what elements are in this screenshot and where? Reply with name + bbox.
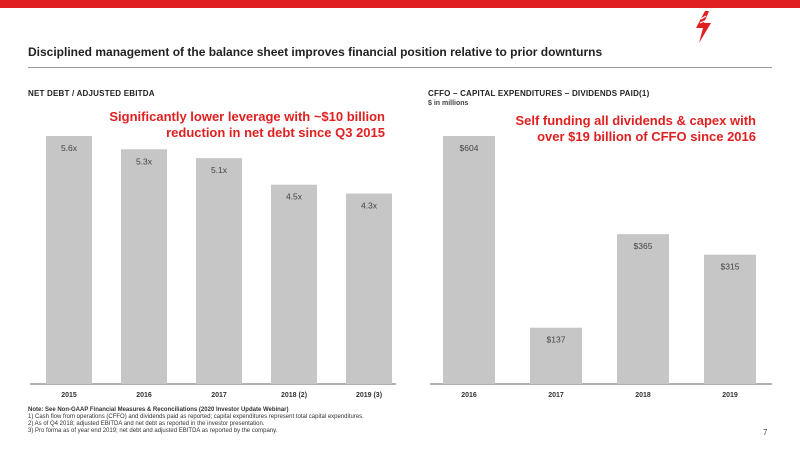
x-tick-label: 2017 [211,392,227,399]
bar-value-label: 5.1x [211,165,228,175]
footnote-lead: Note: See Non-GAAP Financial Measures & … [28,407,289,413]
page-subtitle: Disciplined management of the balance sh… [28,45,603,59]
bar-value-label: $604 [460,143,479,153]
x-tick-label: 2019 [722,392,738,399]
bar [346,193,392,384]
footnote-1: 1) Cash flow from operations (CFFO) and … [28,414,364,420]
left-callout-line-1: Significantly lower leverage with ~$10 b… [109,109,385,124]
lightning-bolt-logo-icon [696,11,711,43]
bar [196,158,242,384]
bar-value-label: 4.5x [286,192,303,202]
bar [443,136,495,384]
left-panel-title: NET DEBT / ADJUSTED EBITDA [28,89,155,98]
bar-value-label: $315 [721,262,740,272]
footnote-2: 2) As of Q4 2018; adjusted EBITDA and ne… [28,421,265,427]
bar-value-label: $137 [547,335,566,345]
bar-value-label: 5.3x [136,156,153,166]
x-tick-label: 2018 (2) [281,392,307,399]
x-tick-label: 2019 (3) [356,392,382,399]
header-divider [28,67,772,68]
left-callout: Significantly lower leverage with ~$10 b… [109,109,385,141]
right-callout: Self funding all dividends & capex with … [515,113,756,145]
bar-value-label: 5.6x [61,143,78,153]
top-accent-bar [0,0,800,8]
bar [530,327,582,384]
bar [704,254,756,384]
x-tick-label: 2018 [635,392,651,399]
right-callout-line-1: Self funding all dividends & capex with [515,113,756,128]
right-panel-unit: $ in millions [428,100,469,107]
x-tick-label: 2017 [548,392,564,399]
bar-value-label: $365 [634,241,653,251]
right-callout-line-2: over $19 billion of CFFO since 2016 [537,129,756,144]
bar [271,184,317,384]
x-tick-label: 2015 [61,392,77,399]
bar [617,234,669,384]
bar [121,149,167,384]
x-tick-label: 2016 [461,392,477,399]
bar-value-label: 4.3x [361,201,378,211]
x-tick-label: 2016 [136,392,152,399]
footnote-3: 3) Pro forma as of year end 2019; net de… [28,428,278,434]
right-panel-title: CFFO – CAPITAL EXPENDITURES – DIVIDENDS … [428,89,650,98]
footnotes: Note: See Non-GAAP Financial Measures & … [28,407,364,435]
left-callout-line-2: reduction in net debt since Q3 2015 [166,125,385,140]
page-number: 7 [763,428,768,437]
bar [46,136,92,384]
